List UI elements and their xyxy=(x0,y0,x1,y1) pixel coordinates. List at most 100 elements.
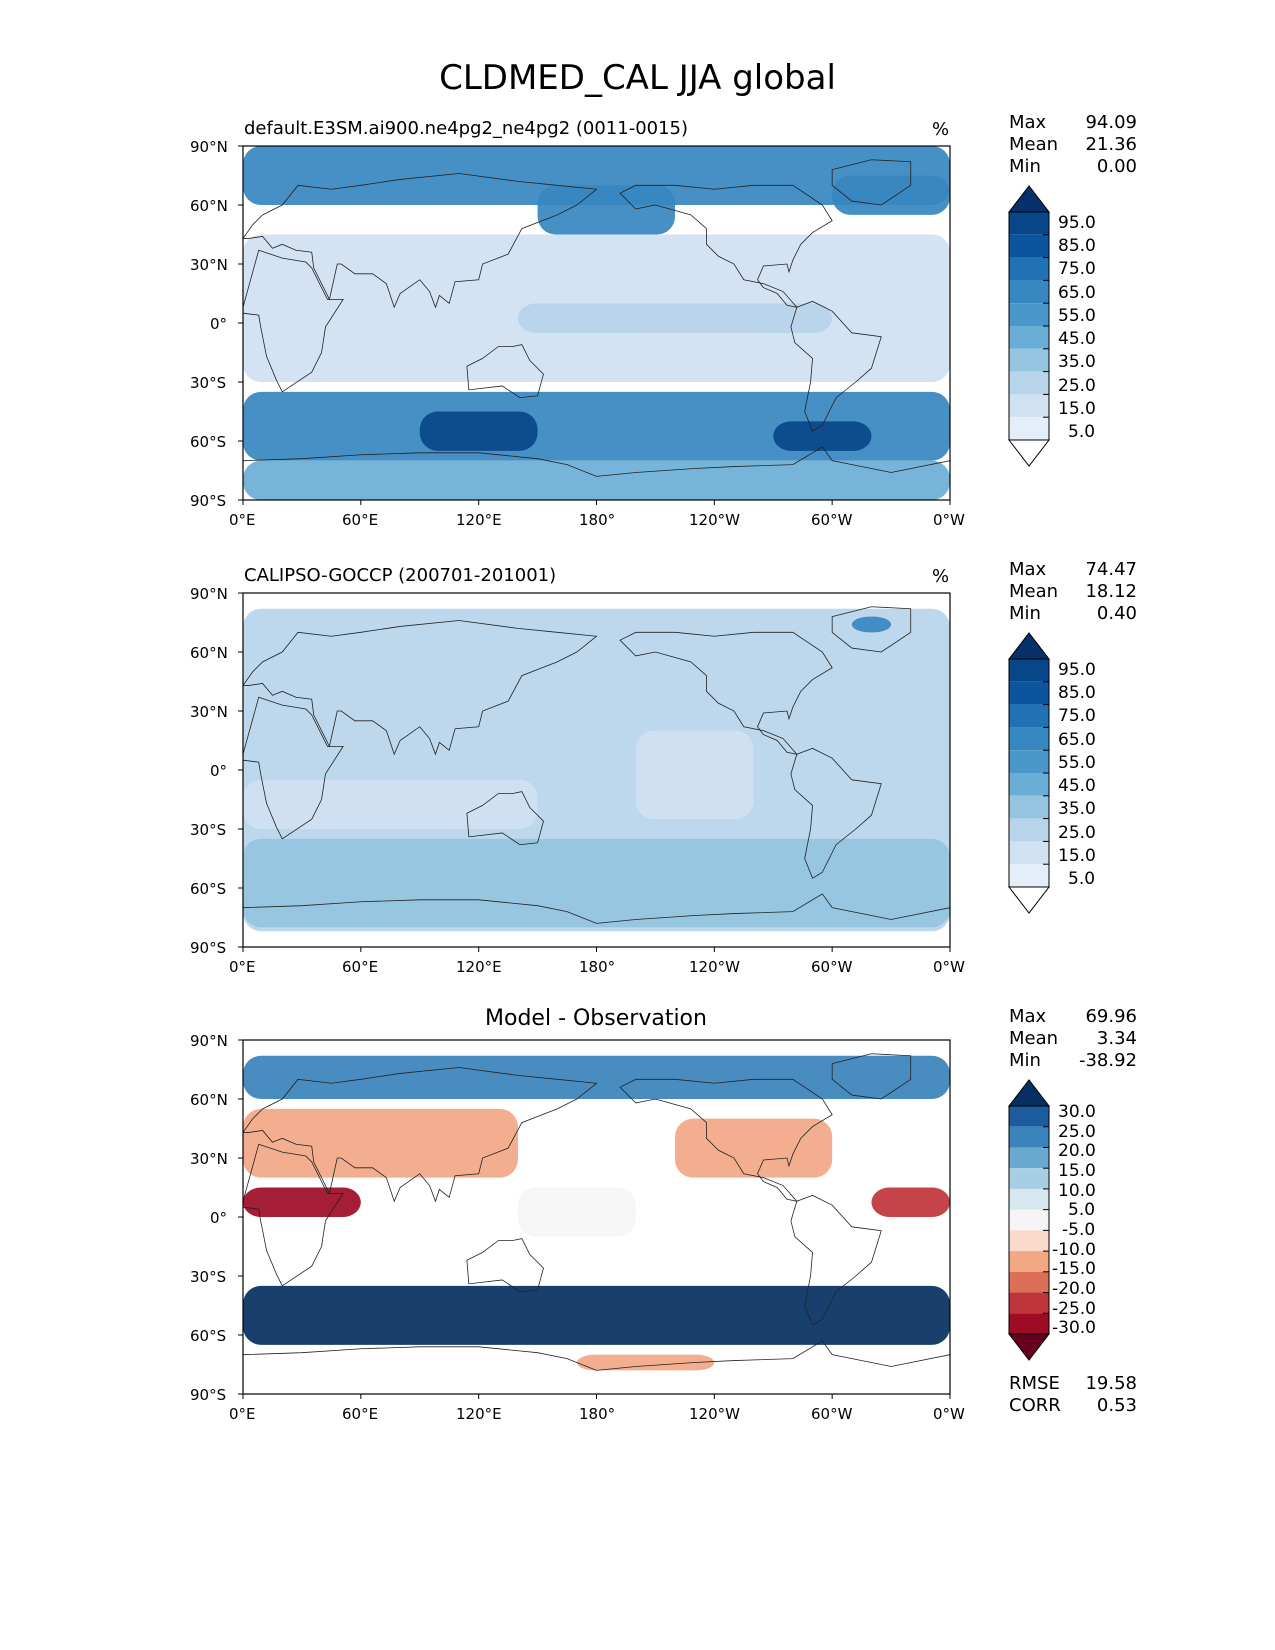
x-tick-label: 120°E xyxy=(456,511,502,529)
stat-label: Mean xyxy=(1009,581,1059,602)
data-region xyxy=(871,1187,950,1217)
map-frame xyxy=(242,145,951,501)
coastline xyxy=(619,631,833,755)
data-region xyxy=(243,460,950,500)
data-region xyxy=(419,411,538,451)
colorbar-swatch xyxy=(1009,1230,1049,1252)
colorbar-extend-max xyxy=(1007,1079,1051,1107)
colorbar-label: 25.0 xyxy=(1058,1122,1096,1142)
figure-title: CLDMED_CAL JJA global xyxy=(439,58,836,98)
coastline xyxy=(619,1078,833,1202)
colorbar-swatch xyxy=(1009,326,1049,349)
x-tick-label: 0°W xyxy=(933,511,965,529)
map-frame xyxy=(242,1039,951,1395)
coastline-antarctica xyxy=(243,446,950,477)
stat-label: Max xyxy=(1009,1006,1047,1027)
y-tick-label: 90°S xyxy=(190,939,227,957)
data-region xyxy=(517,303,833,333)
colorbar-label: -20.0 xyxy=(1052,1279,1096,1299)
colorbar-swatch xyxy=(1009,371,1049,395)
x-tick-label: 120°W xyxy=(689,1405,740,1423)
x-tick-label: 0°W xyxy=(933,958,965,976)
coastline xyxy=(831,159,912,206)
colorbar-swatch xyxy=(1009,280,1049,304)
data-region xyxy=(243,234,950,382)
colorbar-swatch xyxy=(1009,348,1049,372)
y-tick-label: 90°N xyxy=(190,138,228,156)
x-tick-label: 120°W xyxy=(689,958,740,976)
y-tick-label: 60°S xyxy=(190,433,227,451)
stat-label: Mean xyxy=(1009,134,1059,155)
colorbar-label: 45.0 xyxy=(1058,329,1096,349)
colorbar-swatch xyxy=(1009,212,1049,235)
stat-value: -38.92 xyxy=(1078,1050,1137,1071)
panel-2-stats: Max 74.47 Mean 18.12 Min 0.40 xyxy=(1009,559,1137,625)
x-tick-label: 180° xyxy=(579,958,616,976)
data-region xyxy=(576,1354,715,1371)
data-region xyxy=(243,779,538,829)
colorbar-label: 15.0 xyxy=(1058,846,1096,866)
colorbar-label: 95.0 xyxy=(1058,660,1096,680)
y-tick-label: 60°S xyxy=(190,880,227,898)
panel-3-error-stats: RMSE 19.58 CORR 0.53 xyxy=(1009,1373,1137,1417)
data-region xyxy=(851,616,892,633)
coastline xyxy=(790,300,882,432)
x-tick-label: 60°W xyxy=(811,511,853,529)
map-background xyxy=(243,593,950,947)
colorbar-swatch xyxy=(1009,1126,1049,1148)
colorbar-label: -5.0 xyxy=(1062,1220,1096,1240)
colorbar-extend-max xyxy=(1007,185,1051,213)
colorbar-label: 75.0 xyxy=(1058,259,1096,279)
colorbar-label: 30.0 xyxy=(1058,1102,1096,1122)
coastline xyxy=(790,1194,882,1326)
coastline xyxy=(243,173,598,309)
stat-label: Max xyxy=(1009,112,1047,133)
colorbar-swatch xyxy=(1009,1292,1049,1314)
data-region xyxy=(773,421,872,451)
y-tick-label: 90°S xyxy=(190,492,227,510)
y-tick-label: 0° xyxy=(210,315,228,333)
stat-label: Min xyxy=(1009,156,1041,177)
y-tick-label: 0° xyxy=(210,762,228,780)
colorbar-label: 5.0 xyxy=(1068,869,1096,889)
colorbar-swatch xyxy=(1009,1147,1049,1169)
colorbar-label: -15.0 xyxy=(1052,1259,1096,1279)
data-field xyxy=(243,1040,950,1394)
colorbar-frame xyxy=(1008,658,1050,888)
y-tick-label: 30°S xyxy=(190,1268,227,1286)
colorbar-label: 85.0 xyxy=(1058,683,1096,703)
stat-label: Mean xyxy=(1009,1028,1059,1049)
stat-label: Min xyxy=(1009,603,1041,624)
colorbar-extend-min xyxy=(1007,1333,1051,1361)
y-tick-label: 30°S xyxy=(190,374,227,392)
colorbar-label: 15.0 xyxy=(1058,399,1096,419)
colorbar-swatch xyxy=(1009,1271,1049,1293)
map-frame xyxy=(242,592,951,948)
y-tick-label: 30°N xyxy=(190,1150,228,1168)
stat-value: 0.53 xyxy=(1096,1395,1137,1416)
colorbar-extend-min xyxy=(1007,886,1051,914)
colorbar-frame xyxy=(1008,1105,1050,1335)
map-panel-1 xyxy=(238,145,1051,505)
coastline xyxy=(831,1053,912,1100)
panel-3-stats: Max 69.96 Mean 3.34 Min -38.92 xyxy=(1009,1006,1137,1072)
colorbar-label: 55.0 xyxy=(1058,753,1096,773)
data-region xyxy=(243,1055,950,1099)
colorbar-label: 85.0 xyxy=(1058,236,1096,256)
colorbar-2 xyxy=(1007,632,1051,914)
x-tick-label: 120°E xyxy=(456,1405,502,1423)
colorbar-swatch xyxy=(1009,681,1049,705)
coastline xyxy=(466,1238,544,1293)
coastline xyxy=(619,184,833,308)
stat-value: 94.09 xyxy=(1085,112,1137,133)
x-tick-label: 0°W xyxy=(933,1405,965,1423)
data-region xyxy=(243,608,950,932)
x-tick-label: 60°W xyxy=(811,958,853,976)
coastline xyxy=(243,249,344,393)
data-region xyxy=(243,391,950,461)
colorbar-extend-max xyxy=(1007,632,1051,660)
data-region xyxy=(243,838,950,928)
colorbar-swatch xyxy=(1009,1251,1049,1272)
x-tick-label: 180° xyxy=(579,511,616,529)
